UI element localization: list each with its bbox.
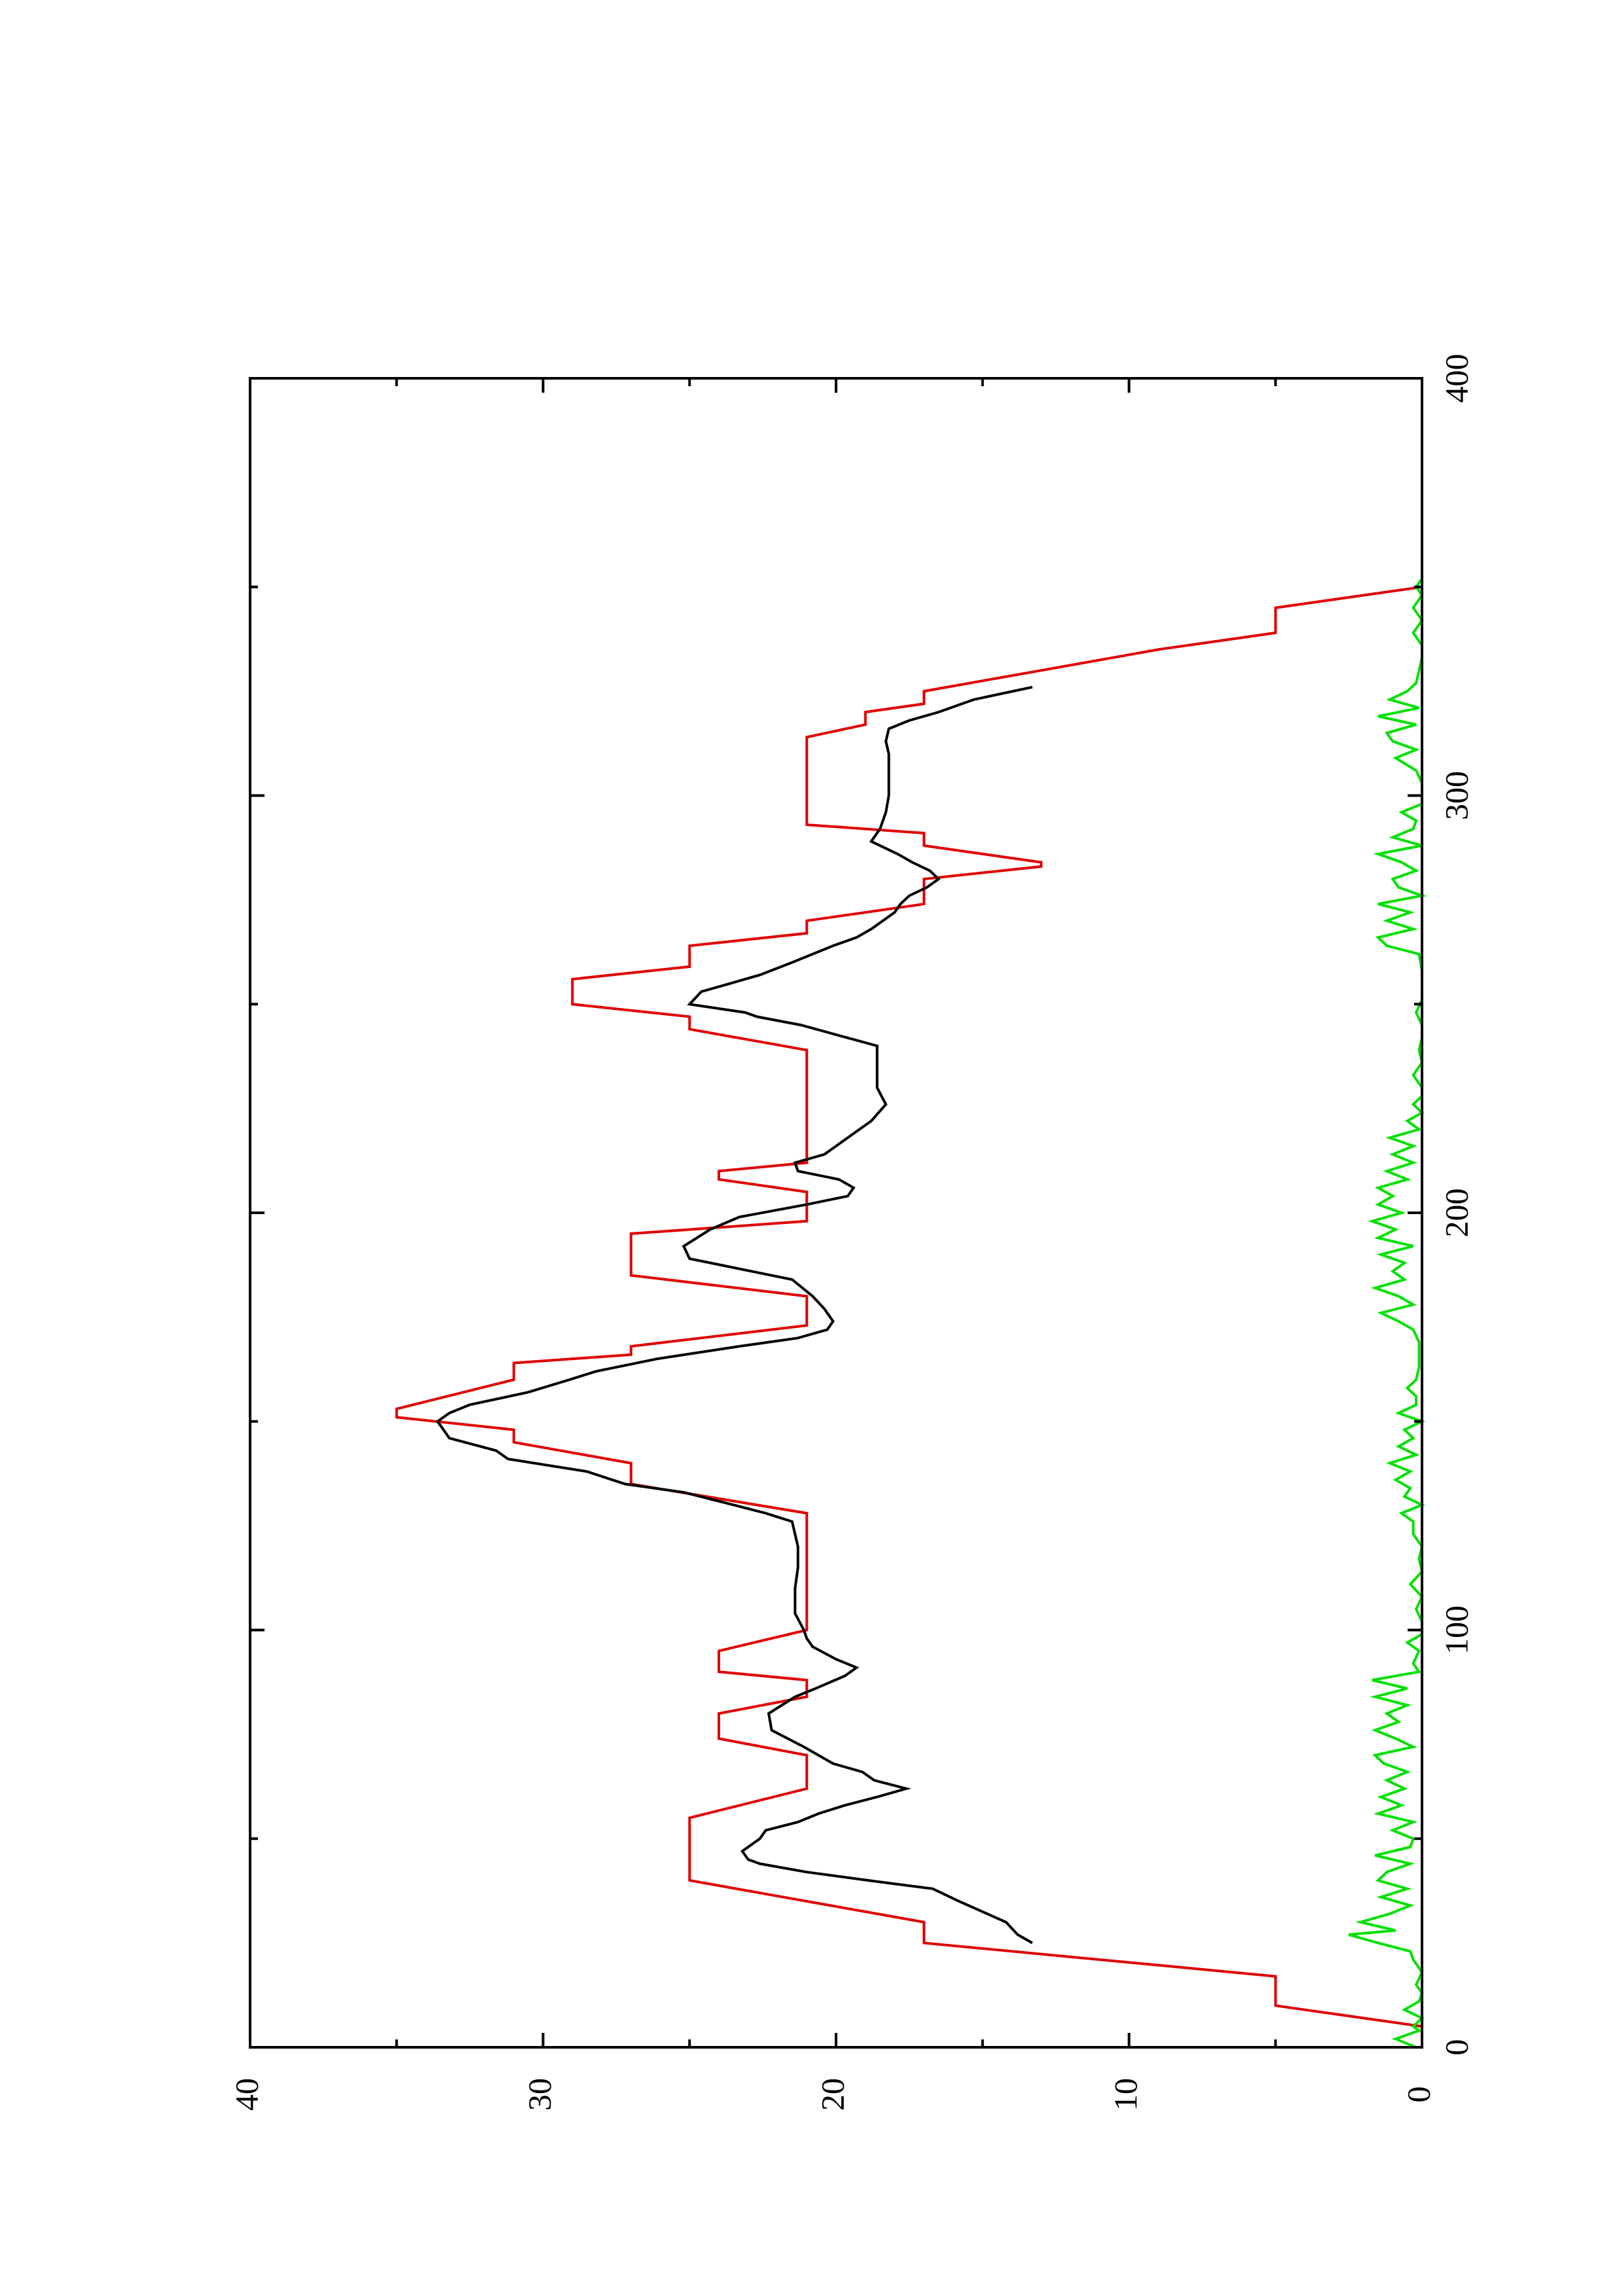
series-layer: [395, 577, 1427, 2049]
series-line-1: [395, 579, 1423, 2047]
series-line-3: [1348, 577, 1427, 2049]
x-tick-label: 200: [1438, 1189, 1474, 1238]
y-tick-label: 30: [521, 2078, 558, 2111]
series-line-2: [435, 685, 1033, 1945]
ticks-layer: [249, 377, 1423, 2049]
y-tick-label: 40: [228, 2078, 264, 2111]
x-tick-label: 300: [1438, 771, 1474, 820]
y-tick-label: 0: [1400, 2087, 1436, 2103]
y-tick-label: 10: [1107, 2078, 1144, 2111]
x-tick-label: 100: [1438, 1605, 1474, 1655]
x-tick-label: 400: [1438, 354, 1474, 403]
x-tick-label: 0: [1438, 2039, 1474, 2056]
labels-layer: 0 100 200 300 400 0 10 20 30 40: [228, 354, 1474, 2111]
y-tick-label: 20: [814, 2078, 850, 2111]
